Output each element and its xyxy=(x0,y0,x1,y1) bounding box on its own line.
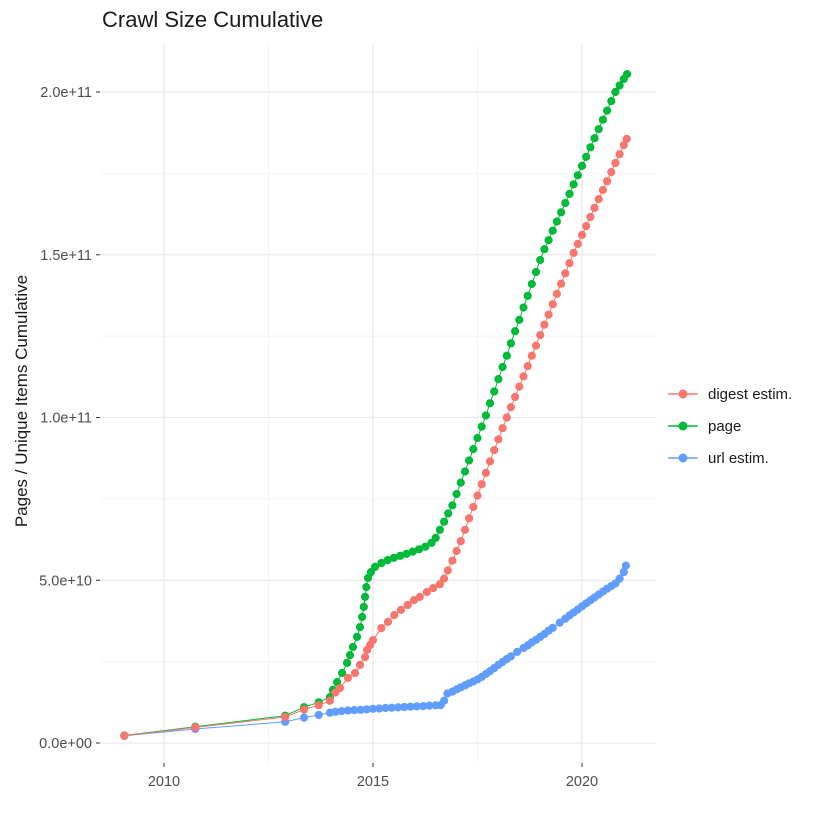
svg-text:2.0e+11: 2.0e+11 xyxy=(40,85,92,101)
svg-text:2010: 2010 xyxy=(148,774,180,790)
series-url-estim xyxy=(120,561,631,740)
legend-item-page: page xyxy=(668,410,792,442)
y-tick-labels: 0.0e+00 5.0e+10 1.0e+11 1.5e+11 2.0e+11 xyxy=(39,85,92,752)
svg-text:0.0e+00: 0.0e+00 xyxy=(39,736,92,752)
axis-tick-marks xyxy=(96,91,583,767)
y-axis-title: Pages / Unique Items Cumulative xyxy=(12,274,31,528)
legend-item-url-estim: url estim. xyxy=(668,442,792,474)
legend-label: page xyxy=(708,417,742,435)
svg-text:1.5e+11: 1.5e+11 xyxy=(40,248,92,264)
legend-key-icon xyxy=(668,452,698,464)
svg-text:1.0e+11: 1.0e+11 xyxy=(40,411,92,427)
legend-label: url estim. xyxy=(708,449,769,467)
x-tick-labels: 2010 2015 2020 xyxy=(148,774,598,790)
svg-text:2020: 2020 xyxy=(566,774,598,790)
legend-key-icon xyxy=(668,420,698,432)
legend-label: digest estim. xyxy=(708,385,793,403)
minor-gridlines xyxy=(100,45,656,763)
svg-text:2015: 2015 xyxy=(357,774,389,790)
legend-item-digest-estim: digest estim. xyxy=(668,378,792,410)
major-gridlines xyxy=(100,45,656,763)
chart-title: Crawl Size Cumulative xyxy=(102,7,324,32)
legend-key-icon xyxy=(668,388,698,400)
series-digest-estim xyxy=(120,134,631,740)
legend: digest estim. page url estim. xyxy=(668,378,792,474)
svg-text:5.0e+10: 5.0e+10 xyxy=(39,573,92,589)
